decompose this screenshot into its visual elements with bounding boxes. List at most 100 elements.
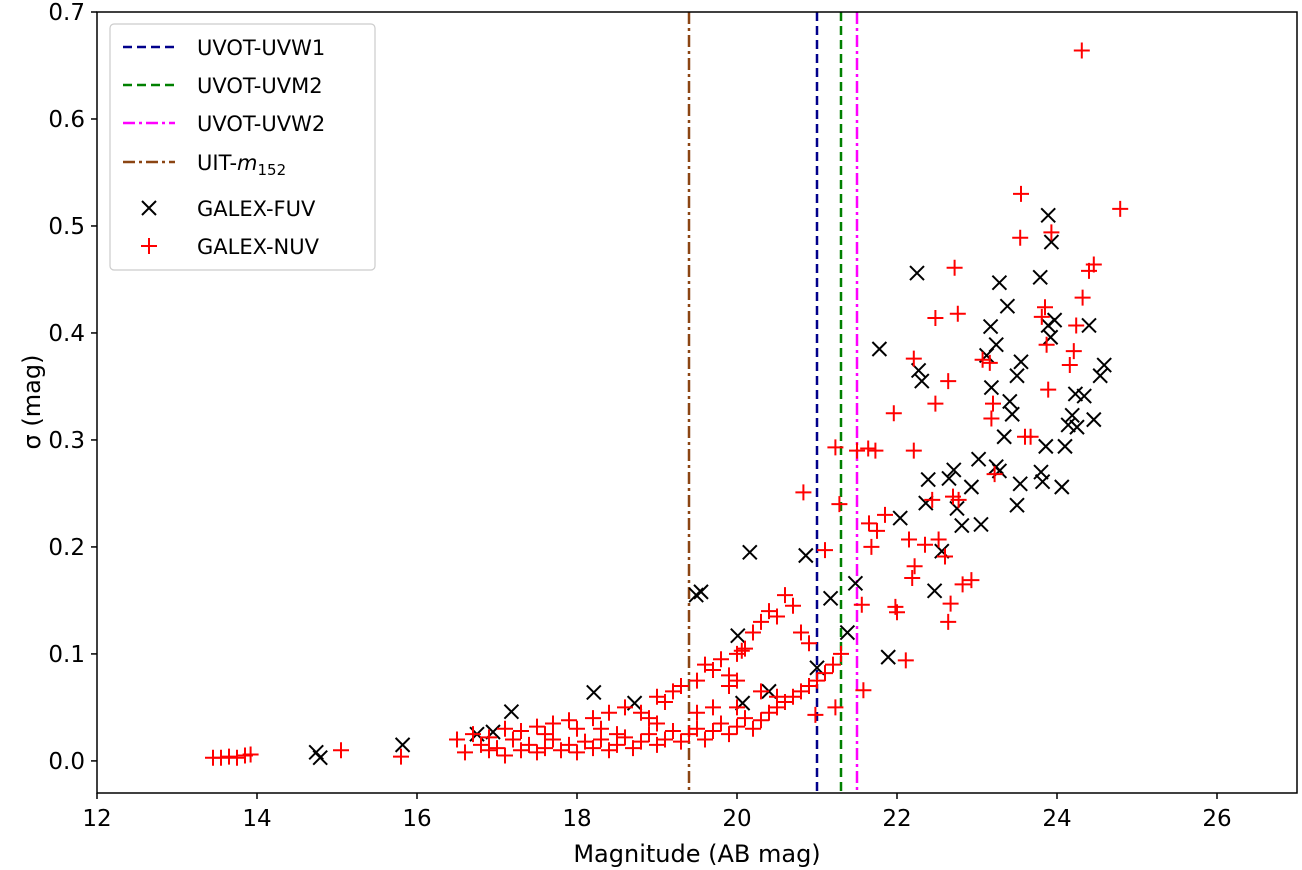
galex-nuv-point [561,736,577,753]
galex-fuv-point [963,479,980,495]
galex-nuv-point [729,672,745,689]
galex-nuv-point [729,699,745,716]
x-axis-label: Magnitude (AB mag) [573,840,820,868]
galex-nuv-point [229,749,245,766]
galex-nuv-point [827,439,844,456]
galex-fuv-point [730,628,746,644]
galex-nuv-point [665,722,681,739]
galex-fuv-point [914,373,930,389]
galex-fuv-point [920,471,936,488]
galex-fuv-point [1096,357,1112,373]
galex-fuv-point [999,298,1016,314]
galex-fuv-point [880,649,896,665]
galex-nuv-point [954,576,971,593]
galex-nuv-point [1022,428,1039,445]
galex-nuv-point [465,726,481,743]
galex-nuv-point [393,748,409,765]
galex-nuv-point [867,442,884,459]
series-galex-fuv [308,207,1112,766]
x-tick-label: 26 [1202,806,1231,832]
axes-frame [96,11,1298,794]
galex-nuv-point [793,624,809,641]
legend-marker-galex-fuv [141,200,157,216]
galex-fuv-point [1013,354,1029,370]
galex-nuv-point [529,744,545,761]
galex-nuv-point [753,712,769,729]
galex-nuv-point [753,683,769,700]
galex-nuv-point [940,373,957,390]
galex-nuv-point [705,699,721,716]
galex-fuv-point [503,703,520,720]
galex-fuv-point [688,587,704,603]
galex-nuv-point [745,624,761,641]
galex-nuv-point [625,740,641,757]
y-tick-label: 0.6 [48,107,85,133]
galex-nuv-point [729,718,745,735]
galex-nuv-point [817,542,833,559]
galex-fuv-point [996,429,1012,445]
y-tick-label: 0.4 [48,321,85,347]
galex-nuv-point [777,587,793,604]
galex-fuv-point [1076,388,1092,404]
galex-nuv-point [855,682,872,699]
galex-nuv-point [985,395,1001,412]
galex-nuv-point [937,548,953,565]
galex-fuv-point [871,341,888,357]
x-axis: 12 14 16 18 20 22 24 26 [82,793,1232,832]
galex-nuv-point [831,496,848,513]
galex-fuv-point [892,510,908,526]
y-tick-label: 0.0 [48,749,85,775]
legend-box [109,23,376,271]
galex-nuv-point [927,395,944,412]
galex-fuv-point [693,584,709,600]
galex-fuv-point [312,749,328,766]
galex-fuv-point [1043,234,1060,250]
galex-nuv-point [521,736,537,753]
galex-nuv-point [1074,289,1091,306]
galex-fuv-point [847,575,864,592]
galex-nuv-point [673,678,689,695]
galex-nuv-point [833,645,849,662]
galex-nuv-point [737,710,753,727]
galex-nuv-point [1061,357,1078,374]
galex-nuv-point [449,731,465,748]
galex-nuv-point [529,718,545,735]
galex-nuv-point [949,305,966,322]
galex-fuv-point [941,470,957,487]
galex-fuv-point [394,737,411,753]
galex-nuv-point [905,350,922,367]
galex-nuv-point [545,715,561,732]
galex-nuv-point [617,699,633,716]
galex-fuv-point [970,451,987,467]
galex-nuv-point [705,661,721,678]
galex-nuv-point [333,742,349,759]
galex-fuv-point [973,516,989,533]
galex-nuv-point [457,744,473,761]
galex-fuv-point [1040,207,1056,223]
galex-nuv-point [689,720,705,737]
galex-nuv-point [963,572,980,589]
galex-nuv-point [946,259,963,276]
galex-nuv-point [1085,256,1102,273]
galex-nuv-point [927,309,944,326]
galex-fuv-point [798,547,814,564]
galex-nuv-point [601,704,617,721]
galex-nuv-point [981,354,998,371]
galex-fuv-point [1086,411,1102,428]
galex-nuv-point [901,531,917,548]
galex-nuv-point [1068,317,1085,334]
legend-label: UVOT-UVW1 [197,36,325,60]
galex-nuv-point [585,710,601,727]
y-tick-label: 0.5 [48,214,85,240]
galex-nuv-point [1013,185,1029,202]
galex-nuv-point [753,613,769,630]
galex-fuv-point [1054,479,1070,495]
x-tick-label: 12 [82,806,111,832]
galex-nuv-point [697,731,713,748]
galex-nuv-point [801,635,817,652]
galex-fuv-point [1046,312,1063,328]
galex-fuv-point [946,462,962,478]
galex-nuv-point [940,613,957,630]
galex-nuv-point [705,722,721,739]
galex-fuv-point [926,583,943,599]
